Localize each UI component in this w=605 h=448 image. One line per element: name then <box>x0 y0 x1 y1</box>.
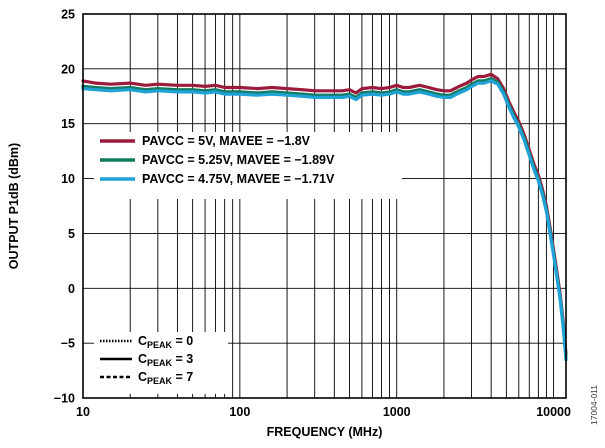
x-tick-label: 10000 <box>536 405 571 419</box>
series-line-3 <box>81 79 568 362</box>
legend-series-label: PAVCC = 5V, MAVEE = −1.8V <box>142 134 311 148</box>
legend-cpeak-background <box>94 332 228 394</box>
series-line-2 <box>81 77 568 359</box>
legend-series-background <box>94 132 402 199</box>
y-tick-label: −5 <box>61 337 75 351</box>
series-line-1 <box>81 72 568 356</box>
y-tick-label: −10 <box>54 392 75 406</box>
y-tick-label: 5 <box>68 227 75 241</box>
legend-series-label: PAVCC = 5.25V, MAVEE = −1.89V <box>142 153 335 167</box>
plot-frame <box>82 13 567 399</box>
x-tick-labels: 10 100 1000 10000 <box>76 405 571 419</box>
x-axis-title: FREQUENCY (MHz) <box>267 425 383 439</box>
legend-series: PAVCC = 5V, MAVEE = −1.8V PAVCC = 5.25V, … <box>94 132 402 199</box>
legend-series-label: PAVCC = 4.75V, MAVEE = −1.71V <box>142 172 335 186</box>
x-tick-label: 10 <box>76 405 90 419</box>
series-layer <box>81 72 568 362</box>
y-tick-label: 15 <box>61 117 75 131</box>
y-tick-label: 25 <box>61 8 75 22</box>
legend-cpeak-label: CPEAK = 7 <box>138 370 193 386</box>
y-tick-labels: −10 −5 0 5 10 15 20 25 <box>54 8 75 406</box>
y-tick-label: 20 <box>61 62 75 76</box>
x-tick-label: 1000 <box>383 405 411 419</box>
y-tick-label: 10 <box>61 172 75 186</box>
figure-code: 17004-011 <box>589 385 599 425</box>
legend-cpeak-label: CPEAK = 0 <box>138 334 193 350</box>
legend-cpeak: CPEAK = 0 CPEAK = 3 CPEAK = 7 <box>94 332 228 394</box>
legend-cpeak-label: CPEAK = 3 <box>138 352 193 368</box>
y-axis-title: OUTPUT P1dB (dBm) <box>7 143 21 269</box>
y-tick-label: 0 <box>68 282 75 296</box>
x-tick-label: 100 <box>229 405 250 419</box>
